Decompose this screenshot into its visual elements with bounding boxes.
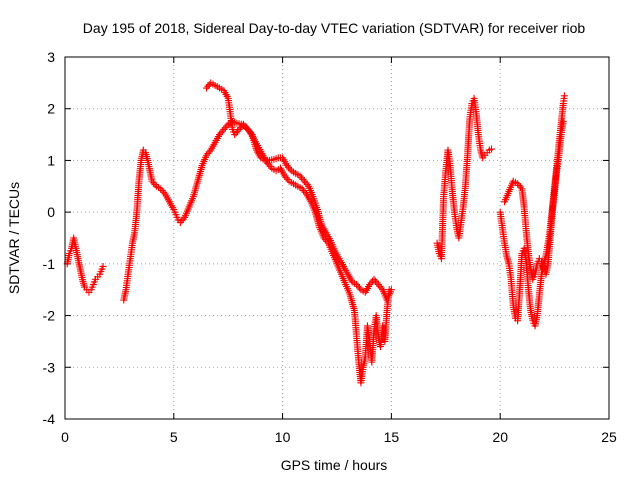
data-point-0-5-1076 [515,181,523,189]
x-tick-label-1: 5 [170,429,178,445]
data-point-0-1-191 [204,150,212,158]
x-tick-label-0: 0 [61,429,69,445]
data-point-0-2-604 [354,282,362,290]
y-tick-label-2: -2 [43,308,56,324]
data-point-0-2-548 [297,174,305,182]
data-point-0-2-618 [374,281,382,289]
data-point-0-1-158 [179,215,187,223]
data-point-0-1-279 [320,234,328,242]
data-point-0-1-280 [321,236,329,244]
data-point-0-5-1077 [517,183,525,191]
data-point-0-1-136 [149,179,157,187]
x-tick-label-4: 20 [492,429,508,445]
data-point-0-2-616 [371,277,379,285]
data-point-0-1-141 [158,187,166,195]
data-point-0-3-830 [487,145,495,153]
data-point-0-1-156 [176,218,184,226]
x-tick-label-3: 15 [384,429,400,445]
data-point-0-1-256 [301,188,309,196]
data-point-0-2-612 [366,281,374,289]
data-point-0-2-605 [355,284,363,292]
data-point-0-2-542 [286,165,294,173]
data-point-0-2-509 [241,122,249,130]
data-point-0-1-204 [220,125,228,133]
y-tick-label-0: -4 [43,411,56,427]
data-point-0-1-235 [265,161,273,169]
data-point-0-1-202 [217,129,225,137]
data-point-0-2-510 [242,124,250,132]
data-point-0-2-549 [299,175,307,183]
data-point-0-2-512 [245,127,253,135]
data-point-0-2-615 [370,275,378,283]
data-point-0-2-620 [377,284,385,292]
data-point-0-1-254 [298,185,306,193]
y-tick-label-7: 3 [47,49,55,65]
data-point-0-2-474 [204,82,212,90]
data-point-0-2-551 [302,179,310,187]
data-point-0-1-203 [218,127,226,135]
data-point-0-1-205 [221,124,229,132]
data-point-0-1-246 [282,174,290,182]
data-point-0-0-48 [99,262,107,270]
x-tick-label-5: 25 [601,429,617,445]
data-point-0-1-206 [223,122,231,130]
data-point-0-2-502 [231,131,239,139]
y-tick-label-5: 1 [47,152,55,168]
data-point-0-5-1209 [559,118,567,126]
data-point-0-2-617 [373,279,381,287]
plot-frame [64,56,610,420]
y-tick-label-1: -3 [43,359,56,375]
y-tick-label-6: 2 [47,101,55,117]
data-point-0-1-245 [281,172,289,180]
data-point-0-1-190 [202,151,210,159]
data-point-0-5-1075 [514,180,522,188]
data-point-0-1-247 [284,175,292,183]
data-point-0-2-505 [235,125,243,133]
chart-title: Day 195 of 2018, Sidereal Day-to-day VTE… [83,20,586,36]
data-point-0-1-140 [157,185,165,193]
data-point-0-2-603 [353,281,361,289]
data-point-0-2-513 [247,129,255,137]
data-point-0-2-547 [296,172,304,180]
data-point-0-1-135 [148,177,156,185]
data-point-0-2-511 [244,125,252,133]
data-point-0-2-540 [283,162,291,170]
data-point-0-1-255 [300,187,308,195]
y-axis-label: SDTVAR / TECUs [6,182,22,294]
data-point-0-2-552 [303,181,311,189]
data-point-0-2-503 [232,129,240,137]
data-point-0-4-1062 [560,92,568,100]
data-point-0-1-236 [266,162,274,170]
data-point-0-1-192 [205,148,213,156]
data-point-0-2-619 [376,282,384,290]
tick-layer: 0 5 10 15 20 25 -4 -3 -2 -1 0 1 2 3 [43,49,617,445]
data-point-0-1-142 [160,188,168,196]
x-tick-label-2: 10 [275,429,291,445]
data-point-0-2-473 [202,84,210,92]
data-point-0-2-508 [239,120,247,128]
y-tick-label-3: -1 [43,256,56,272]
y-tick-label-4: 0 [47,204,55,220]
data-point-0-2-504 [234,127,242,135]
data-point-0-1-201 [215,131,223,139]
x-axis-label: GPS time / hours [281,457,388,473]
data-point-0-2-541 [284,163,292,171]
data-point-0-2-550 [300,177,308,185]
data-point-0-2-631 [387,286,395,294]
data-point-0-1-157 [178,217,186,225]
data-point-0-1-137 [151,181,159,189]
data-layer [63,79,568,387]
